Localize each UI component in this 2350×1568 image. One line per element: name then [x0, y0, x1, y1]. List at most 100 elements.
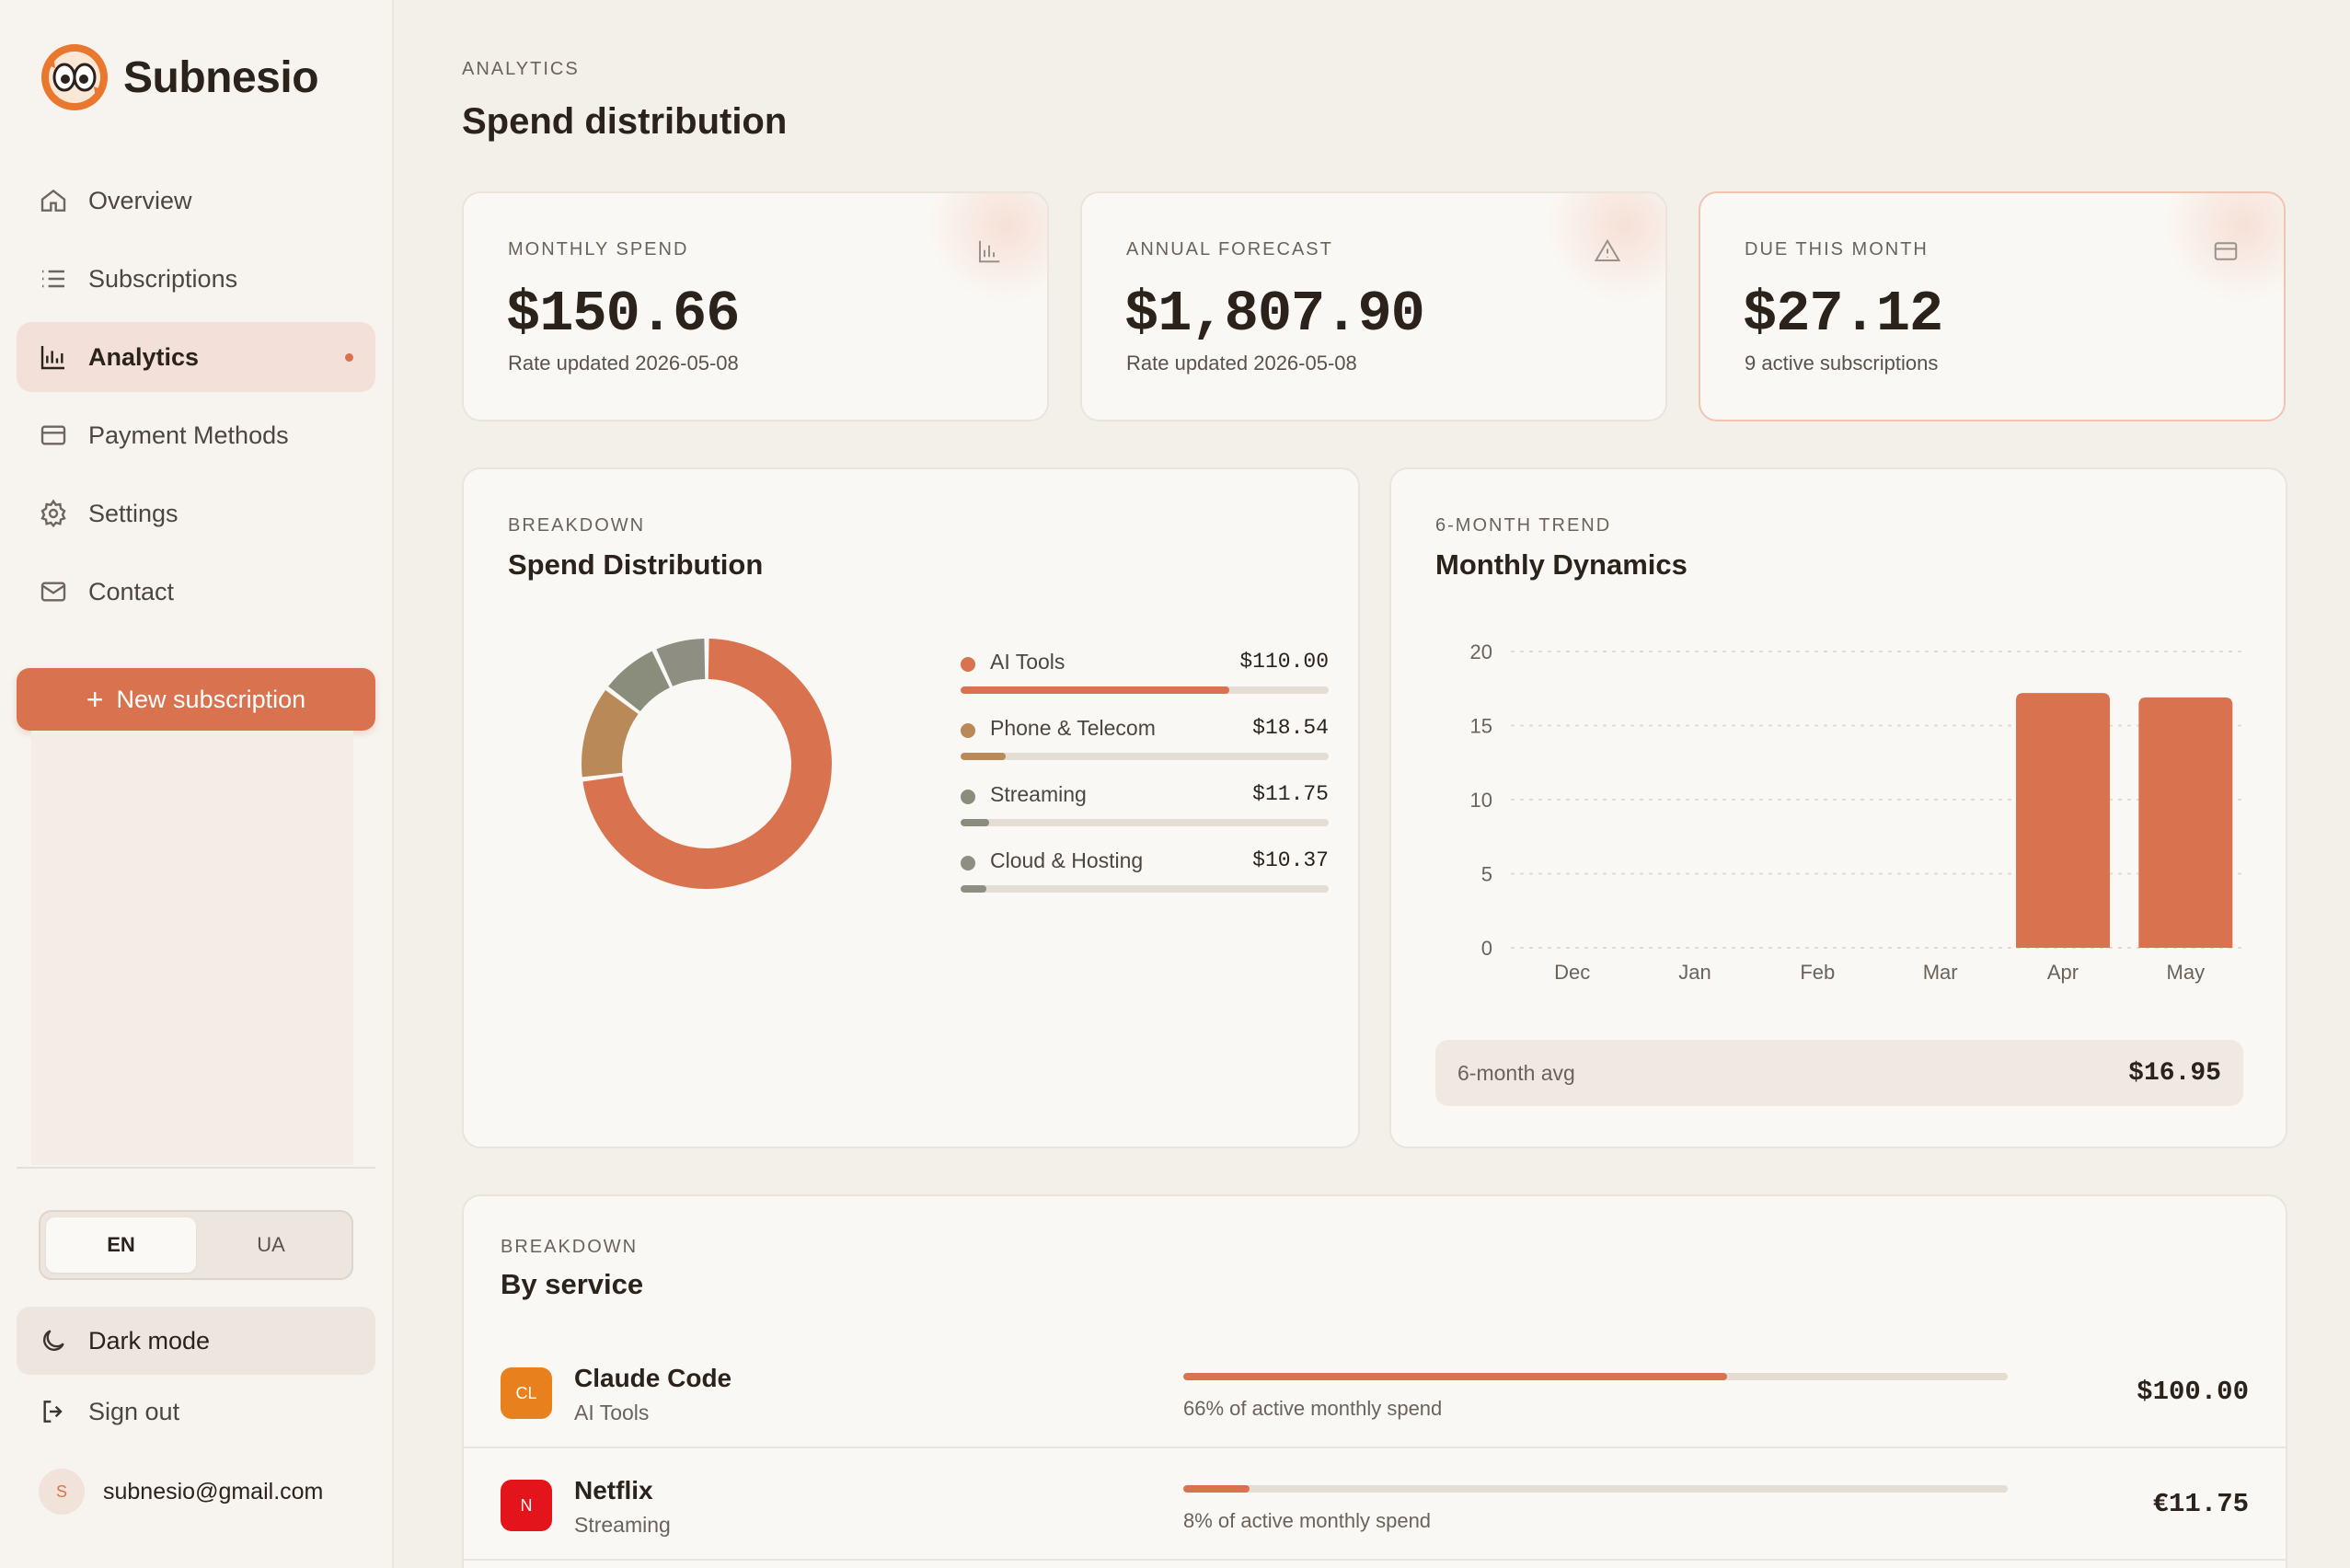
- service-category: Streaming: [574, 1513, 671, 1537]
- legend-item-ai-tools[interactable]: AI Tools $110.00: [961, 646, 1329, 712]
- y-tick-label: 0: [1481, 937, 1492, 960]
- bar-chart-icon: [39, 342, 68, 372]
- bar-chart-icon: [975, 237, 1003, 265]
- y-tick-label: 15: [1470, 715, 1492, 738]
- distribution-legend: AI Tools $110.00 Phone & Telecom $18.54 …: [961, 646, 1329, 911]
- legend-item-cloud-hosting[interactable]: Cloud & Hosting $10.37: [961, 845, 1329, 911]
- sign-out-button[interactable]: Sign out: [17, 1378, 375, 1446]
- legend-bar-fill: [961, 686, 1229, 694]
- legend-name: Cloud & Hosting: [990, 848, 1144, 872]
- gear-icon: [39, 499, 68, 528]
- app-name: Subnesio: [123, 52, 319, 102]
- service-badge: N: [501, 1480, 552, 1531]
- language-ua-button[interactable]: UA: [257, 1233, 285, 1256]
- sidebar-item-contact[interactable]: Contact: [17, 557, 375, 627]
- service-amount: $100.00: [2137, 1377, 2249, 1407]
- legend-item-phone-telecom[interactable]: Phone & Telecom $18.54: [961, 712, 1329, 778]
- avatar: S: [39, 1469, 85, 1515]
- legend-bar-track: [961, 885, 1329, 893]
- service-share-fill: [1183, 1373, 1728, 1380]
- user-profile[interactable]: S subnesio@gmail.com: [39, 1469, 323, 1515]
- service-share-fill: [1183, 1485, 1250, 1493]
- legend-bar-fill: [961, 885, 986, 893]
- average-value: $16.95: [2128, 1058, 2221, 1088]
- new-subscription-button[interactable]: + New subscription: [17, 668, 375, 731]
- spend-donut-chart[interactable]: [578, 635, 835, 893]
- service-badge: CL: [501, 1367, 552, 1419]
- sidebar-item-overview[interactable]: Overview: [17, 166, 375, 236]
- monthly-dynamics-chart[interactable]: 0 5 10 15 20 Dec Jan Feb Mar Apr May: [1428, 624, 2256, 1010]
- y-tick-label: 5: [1481, 863, 1492, 886]
- service-amount: €11.75: [2152, 1489, 2249, 1519]
- list-icon: [39, 264, 68, 294]
- stat-value: $27.12: [1743, 282, 1943, 347]
- stat-card-annual-forecast: ANNUAL FORECAST $1,807.90 Rate updated 2…: [1080, 191, 1667, 421]
- page-title: Spend distribution: [462, 101, 788, 142]
- legend-amount: $10.37: [1252, 848, 1329, 872]
- stat-value: $150.66: [506, 282, 740, 347]
- service-name: Netflix: [574, 1476, 653, 1505]
- y-tick-label: 10: [1470, 789, 1492, 812]
- language-switcher: EN UA: [39, 1210, 353, 1280]
- panel-title: By service: [501, 1268, 644, 1300]
- sidebar-item-label: Overview: [88, 186, 192, 214]
- sidebar-item-label: Contact: [88, 577, 175, 605]
- service-row-netflix[interactable]: N Netflix Streaming 8% of active monthly…: [464, 1448, 2286, 1561]
- logo[interactable]: Subnesio: [35, 40, 319, 114]
- stat-value: $1,807.90: [1124, 282, 1425, 347]
- x-tick-label: Apr: [2047, 961, 2079, 984]
- legend-item-streaming[interactable]: Streaming $11.75: [961, 778, 1329, 845]
- donut-slice[interactable]: [608, 651, 670, 712]
- panel-eyebrow: 6-MONTH TREND: [1435, 515, 1612, 536]
- bar-apr[interactable]: [2016, 693, 2110, 948]
- logo-icon: [41, 44, 108, 110]
- service-name: Claude Code: [574, 1364, 732, 1392]
- legend-bar-track: [961, 753, 1329, 760]
- legend-dot: [961, 856, 975, 870]
- dark-mode-toggle[interactable]: Dark mode: [17, 1307, 375, 1375]
- panel-title: Spend Distribution: [508, 548, 764, 581]
- credit-card-icon: [39, 421, 68, 450]
- sidebar-item-analytics[interactable]: Analytics: [17, 322, 375, 392]
- sidebar-divider: [17, 1167, 375, 1169]
- donut-slice[interactable]: [656, 639, 706, 686]
- stat-label: MONTHLY SPEND: [508, 239, 689, 259]
- bar-may[interactable]: [2138, 697, 2233, 948]
- sidebar-spacer: [31, 731, 353, 1165]
- legend-amount: $18.54: [1252, 716, 1329, 740]
- dark-mode-label: Dark mode: [88, 1326, 211, 1355]
- legend-dot: [961, 723, 975, 738]
- sidebar-item-subscriptions[interactable]: Subscriptions: [17, 244, 375, 314]
- panel-eyebrow: BREAKDOWN: [501, 1237, 639, 1257]
- sidebar-item-label: Analytics: [88, 342, 200, 371]
- plus-icon: +: [86, 682, 104, 716]
- x-tick-label: Jan: [1678, 961, 1711, 984]
- monthly-dynamics-panel: 6-MONTH TREND Monthly Dynamics 0 5 10 15 20 D…: [1389, 467, 2287, 1148]
- panel-title: Monthly Dynamics: [1435, 548, 1688, 581]
- stat-subtext: Rate updated 2026-05-08: [1126, 352, 1357, 375]
- y-tick-label: 20: [1470, 640, 1492, 663]
- six-month-average: 6-month avg $16.95: [1435, 1040, 2243, 1106]
- stat-card-monthly-spend: MONTHLY SPEND $150.66 Rate updated 2026-…: [462, 191, 1049, 421]
- x-tick-label: May: [2167, 961, 2206, 984]
- sign-out-icon: [43, 1401, 63, 1423]
- service-share-track: [1183, 1373, 2008, 1380]
- stat-card-due-this-month: DUE THIS MONTH $27.12 9 active subscript…: [1699, 191, 2286, 421]
- x-tick-label: Dec: [1554, 961, 1590, 984]
- service-row-claude-code[interactable]: CL Claude Code AI Tools 66% of active mo…: [464, 1336, 2286, 1448]
- language-en-button[interactable]: EN: [46, 1217, 196, 1273]
- donut-slice[interactable]: [582, 639, 832, 889]
- legend-dot: [961, 790, 975, 804]
- legend-bar-fill: [961, 819, 990, 826]
- donut-slice[interactable]: [582, 689, 639, 778]
- sidebar-item-settings[interactable]: Settings: [17, 478, 375, 548]
- warning-icon: [1594, 237, 1621, 265]
- sidebar-item-payment-methods[interactable]: Payment Methods: [17, 400, 375, 470]
- moon-icon: [43, 1330, 64, 1351]
- sidebar-item-label: Settings: [88, 499, 179, 527]
- x-tick-label: Mar: [1923, 961, 1958, 984]
- sidebar-item-label: Payment Methods: [88, 421, 289, 449]
- mail-icon: [39, 577, 68, 606]
- legend-bar-track: [961, 819, 1329, 826]
- legend-bar-fill: [961, 753, 1007, 760]
